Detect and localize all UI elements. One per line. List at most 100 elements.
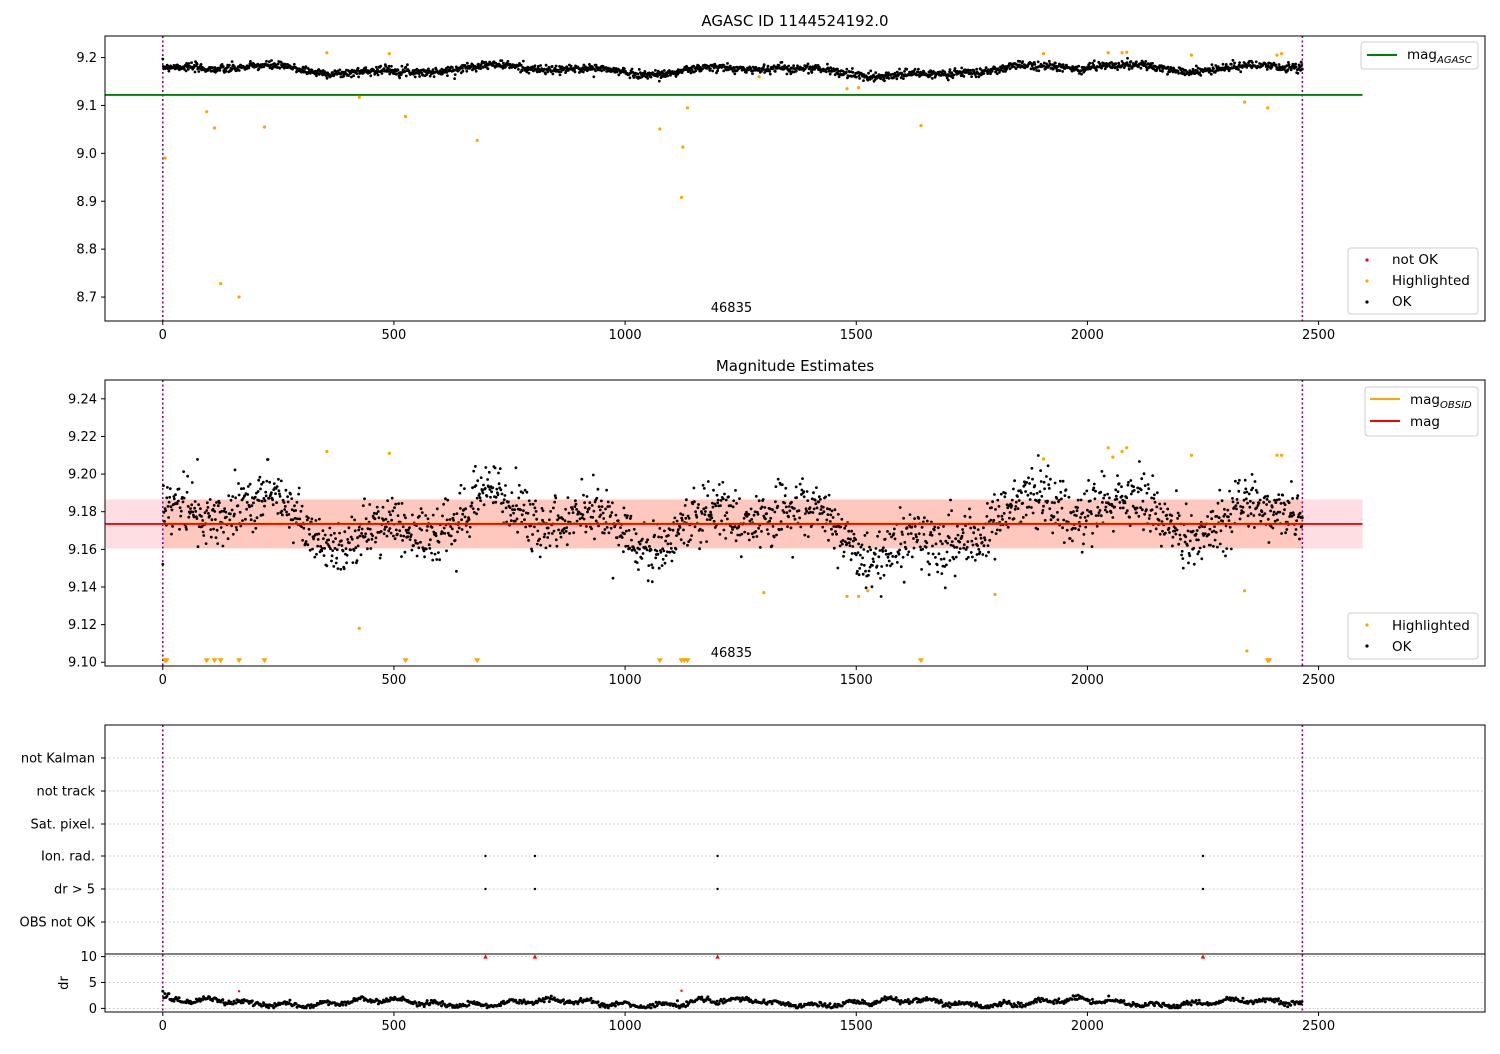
ok-point xyxy=(767,533,770,536)
ok-point xyxy=(434,553,437,556)
ok-point xyxy=(1238,479,1241,482)
ok-point xyxy=(834,508,837,511)
highlighted-point xyxy=(1190,54,1193,57)
highlighted-point xyxy=(358,627,361,630)
ok-point xyxy=(1001,515,1004,518)
ok-point xyxy=(720,499,723,502)
panel2-legend-bottom: Highlighted OK xyxy=(1348,613,1478,659)
ok-point xyxy=(1011,499,1014,502)
ok-point xyxy=(1298,538,1301,541)
ok-point xyxy=(831,533,834,536)
ok-point xyxy=(1192,547,1195,550)
ok-point xyxy=(760,530,763,533)
ok-point xyxy=(559,532,562,535)
ok-point xyxy=(438,541,441,544)
ok-point xyxy=(190,61,193,64)
ok-point xyxy=(453,77,456,80)
dr-point xyxy=(853,999,856,1002)
ok-point xyxy=(961,535,964,538)
ok-point xyxy=(482,492,485,495)
ok-point xyxy=(531,550,534,553)
ok-point xyxy=(606,526,609,529)
ok-point xyxy=(806,65,809,68)
ok-point xyxy=(182,470,185,473)
ok-point xyxy=(280,480,283,483)
ok-point xyxy=(732,499,735,502)
ok-point xyxy=(566,543,569,546)
ok-point xyxy=(862,573,865,576)
ok-point xyxy=(1053,501,1056,504)
ok-point xyxy=(1265,503,1268,506)
ok-point xyxy=(397,514,400,517)
ok-point xyxy=(872,558,875,561)
ok-point xyxy=(1292,513,1295,516)
ok-point xyxy=(397,69,400,72)
ok-point xyxy=(895,555,898,558)
ok-point xyxy=(781,61,784,64)
ok-point xyxy=(621,536,624,539)
ok-point xyxy=(414,539,417,542)
ok-point xyxy=(832,516,835,519)
ok-point xyxy=(364,66,367,69)
ok-point xyxy=(305,540,308,543)
ok-point xyxy=(830,528,833,531)
ok-point xyxy=(235,529,238,532)
ok-point xyxy=(1196,529,1199,532)
highlighted-point xyxy=(263,125,266,128)
ok-point xyxy=(946,551,949,554)
ok-point xyxy=(955,546,958,549)
ok-point xyxy=(584,506,587,509)
highlighted-point xyxy=(680,196,683,199)
ok-point xyxy=(199,507,202,510)
ok-point xyxy=(167,505,170,508)
ok-point xyxy=(853,533,856,536)
ok-point xyxy=(329,547,332,550)
y-tick-label: 9.1 xyxy=(76,99,97,114)
ok-point xyxy=(1062,63,1065,66)
x-tick-label: 0 xyxy=(159,328,167,343)
ok-point xyxy=(1063,541,1066,544)
highlighted-point xyxy=(1111,456,1114,459)
panel1-y-ticks: 8.78.88.99.09.19.2 xyxy=(76,51,105,305)
ok-point xyxy=(225,516,228,519)
ok-point xyxy=(972,544,975,547)
ok-point xyxy=(738,497,741,500)
ok-point xyxy=(1037,69,1040,72)
ok-point xyxy=(501,493,504,496)
ok-point xyxy=(884,538,887,541)
ok-point xyxy=(1085,490,1088,493)
ok-point xyxy=(940,572,943,575)
ok-point xyxy=(1222,63,1225,66)
ok-point xyxy=(914,525,917,528)
ok-point xyxy=(461,513,464,516)
ok-point xyxy=(343,567,346,570)
ok-point xyxy=(1044,519,1047,522)
ok-point xyxy=(970,551,973,554)
ok-point xyxy=(805,507,808,510)
ok-point xyxy=(393,506,396,509)
clipped-marker xyxy=(236,658,242,663)
ok-point xyxy=(1076,506,1079,509)
ok-point xyxy=(287,501,290,504)
ok-point xyxy=(1145,508,1148,511)
ok-point xyxy=(654,557,657,560)
ok-point xyxy=(709,511,712,514)
ok-point xyxy=(1133,489,1136,492)
flags-grid xyxy=(105,758,1485,1008)
dr-point xyxy=(817,1004,820,1007)
ok-point xyxy=(377,74,380,77)
ok-point xyxy=(182,501,185,504)
ok-point xyxy=(495,488,498,491)
ok-point xyxy=(301,539,304,542)
ok-point xyxy=(752,536,755,539)
ok-point xyxy=(1038,501,1041,504)
ok-point xyxy=(991,531,994,534)
ok-point xyxy=(363,497,366,500)
ok-point xyxy=(1170,514,1173,517)
ok-point xyxy=(1033,484,1036,487)
ok-point xyxy=(893,528,896,531)
ok-point xyxy=(424,514,427,517)
ok-point xyxy=(586,495,589,498)
ok-point xyxy=(264,499,267,502)
ok-point xyxy=(727,495,730,498)
